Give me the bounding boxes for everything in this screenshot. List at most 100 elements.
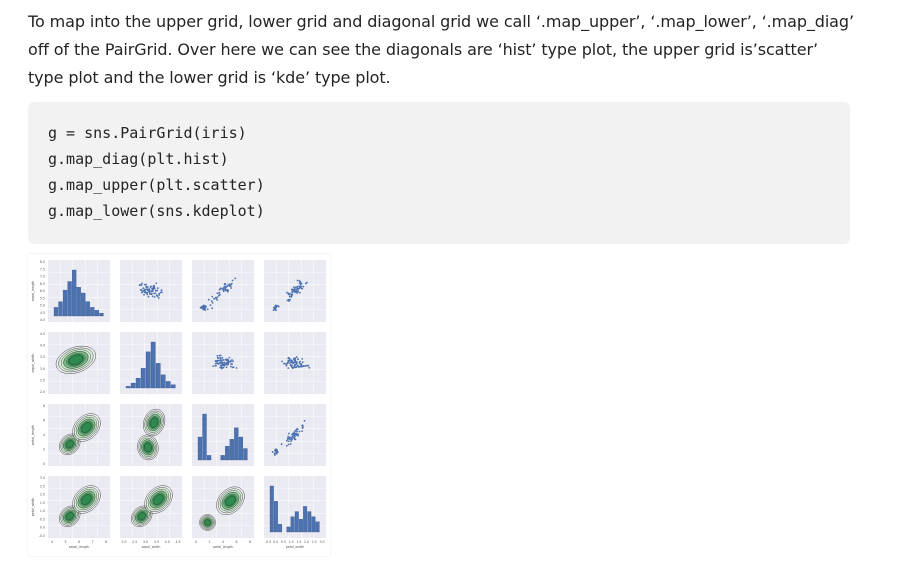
scatter-point xyxy=(158,294,161,296)
scatter-point xyxy=(293,433,296,436)
histogram-bar xyxy=(72,269,77,317)
scatter-point xyxy=(217,357,220,359)
scatter-point xyxy=(225,286,228,289)
x-tick-label: 4.5 xyxy=(175,540,180,544)
scatter-point xyxy=(225,358,228,361)
histogram-bar xyxy=(58,301,63,317)
x-tick-label: 0.5 xyxy=(281,540,286,544)
code-line: g.map_upper(plt.scatter) xyxy=(48,176,265,194)
scatter-point xyxy=(141,290,143,292)
scatter-point xyxy=(296,292,299,294)
scatter-point xyxy=(296,430,298,433)
x-tick-label: 3.0 xyxy=(319,540,324,544)
y-tick-label: 4.0 xyxy=(40,318,45,322)
y-tick-label: 2.5 xyxy=(40,378,45,382)
scatter-point xyxy=(214,362,217,365)
kde-contour xyxy=(201,516,214,529)
scatter-point xyxy=(274,449,277,452)
y-tick-label: 0 xyxy=(43,462,45,466)
scatter-point xyxy=(206,308,209,311)
kde-contour xyxy=(63,437,77,451)
kde-contour xyxy=(146,487,171,512)
kde-contour xyxy=(225,495,236,506)
histogram-bar xyxy=(202,413,207,461)
y-tick-label: 8 xyxy=(43,404,45,408)
scatter-point xyxy=(299,360,301,363)
y-tick-label: 1.5 xyxy=(40,501,45,505)
x-tick-label: 3.0 xyxy=(143,540,148,544)
scatter-point xyxy=(149,293,151,295)
scatter-point xyxy=(296,434,298,436)
scatter-point xyxy=(221,361,224,364)
histogram-bar xyxy=(85,301,90,317)
scatter-point xyxy=(281,360,284,363)
scatter-point xyxy=(143,289,146,292)
scatter-point xyxy=(291,293,294,296)
scatter-point xyxy=(230,282,233,285)
kde-contour xyxy=(148,415,160,430)
scatter-point xyxy=(304,282,307,285)
histogram-bar xyxy=(81,292,86,317)
scatter-point xyxy=(306,364,309,367)
scatter-point xyxy=(289,443,292,445)
y-tick-label: 2.0 xyxy=(40,390,45,394)
x-tick-label: 0.0 xyxy=(273,540,278,544)
y-tick-label: 4.5 xyxy=(40,311,45,315)
histogram-bar xyxy=(294,511,299,533)
scatter-point xyxy=(154,289,157,292)
scatter-point xyxy=(290,360,293,363)
kde-contour xyxy=(142,441,154,454)
kde-contour xyxy=(72,485,101,514)
histogram-bar xyxy=(315,521,320,533)
x-tick-label: 6 xyxy=(235,540,237,544)
histogram-bar xyxy=(67,281,72,317)
scatter-point xyxy=(291,291,294,294)
kde-contour xyxy=(218,488,243,514)
scatter-point xyxy=(298,285,301,288)
scatter-point xyxy=(155,282,158,285)
scatter-point xyxy=(149,286,152,289)
code-line: g.map_diag(plt.hist) xyxy=(48,150,229,168)
kde-contour xyxy=(75,489,97,511)
histogram-bar xyxy=(278,524,283,533)
scatter-point xyxy=(288,359,291,362)
scatter-point xyxy=(287,435,290,438)
kde-contour xyxy=(64,439,75,450)
scatter-point xyxy=(294,360,297,363)
histogram-bar xyxy=(130,382,136,389)
scatter-point xyxy=(219,364,222,367)
scatter-point xyxy=(211,295,214,298)
scatter-point xyxy=(273,452,276,455)
code-block: g = sns.PairGrid(iris) g.map_diag(plt.hi… xyxy=(28,102,850,244)
scatter-point xyxy=(225,366,228,369)
histogram-bar xyxy=(135,377,141,389)
scatter-point xyxy=(221,367,223,370)
scatter-point xyxy=(224,282,227,285)
kde-contour xyxy=(81,422,92,433)
scatter-point xyxy=(217,363,220,365)
scatter-point xyxy=(226,284,229,287)
histogram-bar xyxy=(243,448,248,461)
kde-contour xyxy=(74,415,99,440)
histogram-bar xyxy=(234,427,239,461)
scatter-point xyxy=(283,362,285,365)
scatter-point xyxy=(296,279,299,282)
kde-contour xyxy=(77,418,96,437)
y-axis-label: petal_width xyxy=(31,498,35,516)
y-axis-label: sepal_width xyxy=(31,354,35,373)
scatter-point xyxy=(215,364,217,367)
scatter-point xyxy=(308,366,311,369)
histogram-bar xyxy=(53,307,59,317)
scatter-point xyxy=(287,293,290,296)
scatter-point xyxy=(292,289,295,291)
scatter-point xyxy=(143,293,145,296)
scatter-point xyxy=(215,359,218,362)
x-tick-label: 4 xyxy=(222,540,224,544)
scatter-point xyxy=(300,365,303,368)
scatter-point xyxy=(149,290,151,293)
kde-contour xyxy=(63,509,77,523)
scatter-point xyxy=(297,358,299,361)
scatter-point xyxy=(223,361,226,364)
scatter-point xyxy=(232,366,235,369)
scatter-point xyxy=(202,308,205,311)
